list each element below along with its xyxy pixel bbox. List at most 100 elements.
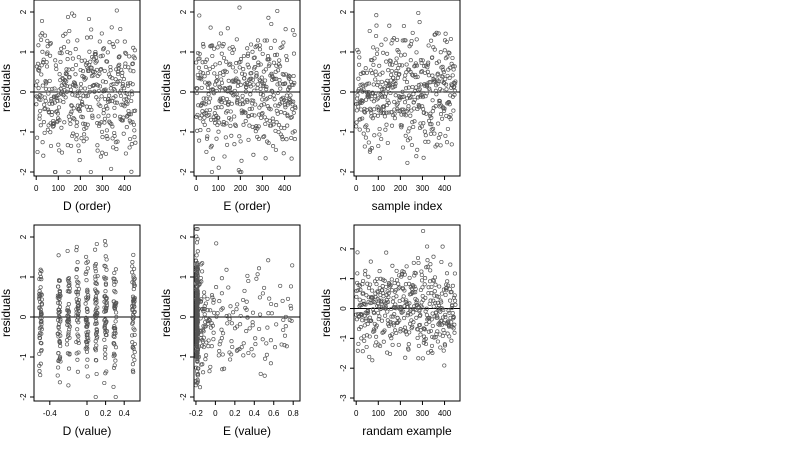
data-point bbox=[202, 74, 207, 79]
data-point bbox=[195, 265, 200, 270]
data-point bbox=[358, 287, 363, 292]
data-point bbox=[403, 113, 408, 118]
data-point bbox=[436, 135, 441, 140]
data-point bbox=[102, 305, 107, 310]
data-point bbox=[73, 93, 78, 98]
data-point bbox=[272, 97, 277, 102]
data-point bbox=[99, 94, 104, 99]
data-point bbox=[45, 127, 50, 132]
data-point bbox=[356, 288, 361, 293]
data-point bbox=[213, 105, 218, 110]
data-point bbox=[442, 106, 447, 111]
data-point bbox=[384, 59, 389, 64]
data-point bbox=[289, 115, 294, 120]
data-point bbox=[130, 270, 135, 275]
data-point bbox=[259, 103, 264, 108]
plot-frame bbox=[353, 224, 461, 402]
data-point bbox=[102, 116, 107, 121]
data-point bbox=[68, 51, 73, 56]
data-point bbox=[210, 323, 215, 328]
data-point bbox=[200, 60, 205, 65]
data-point bbox=[421, 228, 426, 234]
data-point bbox=[83, 271, 88, 276]
data-point bbox=[395, 320, 400, 326]
data-point bbox=[42, 102, 47, 107]
data-point bbox=[264, 341, 269, 346]
data-point bbox=[386, 291, 391, 296]
data-point bbox=[72, 117, 77, 122]
data-point bbox=[104, 369, 109, 374]
data-point bbox=[126, 95, 131, 100]
data-point bbox=[195, 226, 200, 232]
data-point bbox=[53, 58, 58, 63]
y-tick-label: 1 bbox=[179, 274, 188, 279]
data-point bbox=[263, 67, 268, 72]
data-point bbox=[388, 283, 393, 288]
data-point bbox=[81, 121, 86, 126]
data-point bbox=[77, 158, 82, 163]
data-point bbox=[101, 46, 107, 51]
data-point bbox=[230, 50, 235, 56]
data-point bbox=[390, 62, 395, 67]
data-point bbox=[411, 100, 416, 105]
data-point bbox=[206, 338, 211, 343]
data-point bbox=[132, 304, 137, 309]
data-point bbox=[433, 104, 438, 109]
data-point bbox=[288, 284, 294, 289]
data-point bbox=[238, 82, 243, 87]
x-tick-label: 0.4 bbox=[249, 409, 261, 418]
data-point bbox=[202, 294, 207, 299]
data-point bbox=[207, 81, 212, 86]
data-point bbox=[76, 55, 81, 60]
data-point bbox=[234, 37, 239, 42]
data-point bbox=[97, 71, 102, 76]
data-point bbox=[259, 115, 264, 120]
data-point bbox=[219, 51, 224, 56]
data-point bbox=[224, 96, 229, 102]
data-point bbox=[382, 328, 387, 333]
data-point bbox=[102, 380, 107, 386]
data-point bbox=[57, 296, 62, 302]
data-point bbox=[58, 317, 63, 322]
data-point bbox=[376, 108, 381, 113]
data-point bbox=[366, 310, 371, 315]
y-tick-label: -2 bbox=[19, 168, 28, 176]
data-point bbox=[57, 356, 62, 361]
data-point bbox=[39, 72, 44, 77]
data-point bbox=[414, 154, 419, 159]
data-point bbox=[374, 340, 379, 345]
data-point bbox=[95, 143, 100, 148]
data-point bbox=[284, 53, 289, 59]
data-point bbox=[131, 275, 136, 280]
data-point bbox=[204, 57, 209, 62]
data-point bbox=[53, 63, 58, 68]
data-point bbox=[391, 321, 396, 326]
data-point bbox=[426, 139, 431, 144]
data-point bbox=[82, 86, 88, 91]
data-point bbox=[113, 94, 118, 99]
data-point bbox=[367, 149, 372, 154]
y-tick-label: -1 bbox=[339, 128, 348, 136]
data-point bbox=[39, 63, 44, 68]
data-point bbox=[239, 158, 244, 163]
data-point bbox=[118, 88, 123, 93]
data-point bbox=[56, 284, 61, 289]
data-point bbox=[206, 344, 211, 349]
y-axis-title: residuals bbox=[0, 289, 13, 337]
data-point bbox=[211, 330, 216, 335]
data-point bbox=[419, 269, 424, 274]
data-point bbox=[436, 294, 441, 299]
data-point bbox=[94, 300, 99, 305]
data-point bbox=[400, 63, 405, 68]
data-point bbox=[57, 292, 62, 297]
data-point bbox=[203, 357, 208, 362]
data-point bbox=[202, 306, 207, 312]
data-point bbox=[274, 76, 279, 81]
data-point bbox=[61, 100, 66, 105]
data-point bbox=[435, 329, 440, 334]
data-point bbox=[279, 342, 284, 347]
data-point bbox=[94, 55, 99, 60]
data-point bbox=[358, 325, 363, 330]
data-point bbox=[262, 83, 267, 88]
data-point bbox=[57, 300, 62, 305]
